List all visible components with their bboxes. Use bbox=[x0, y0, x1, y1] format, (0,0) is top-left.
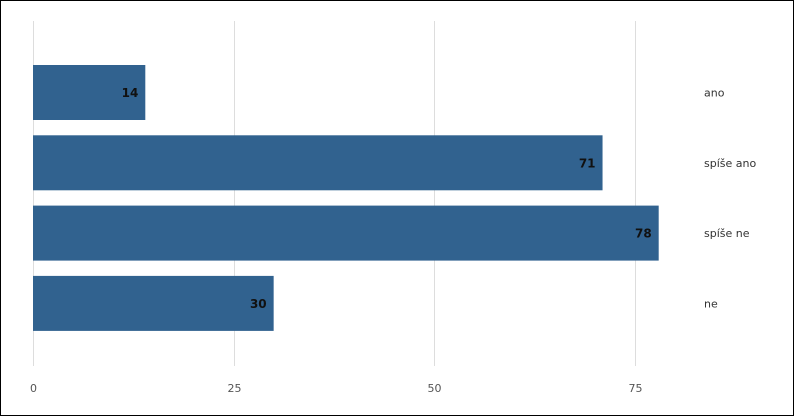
x-tick-label: 25 bbox=[228, 382, 242, 395]
bar-0 bbox=[33, 65, 146, 120]
category-label: ne bbox=[704, 297, 718, 310]
category-label: spíše ne bbox=[704, 227, 750, 240]
category-labels: ano spíše ano spíše ne ne bbox=[704, 87, 756, 311]
bar-1 bbox=[33, 135, 603, 191]
category-label: spíše ano bbox=[704, 157, 756, 170]
bars bbox=[33, 65, 659, 331]
x-tick-label: 75 bbox=[629, 382, 643, 395]
bar-2 bbox=[33, 205, 659, 261]
data-label: 14 bbox=[122, 86, 139, 100]
data-label: 71 bbox=[579, 156, 596, 170]
x-tick-label: 0 bbox=[30, 382, 37, 395]
x-tick-label: 50 bbox=[428, 382, 442, 395]
category-label: ano bbox=[704, 87, 725, 100]
bar-3 bbox=[33, 275, 274, 331]
data-labels: 14 71 78 30 bbox=[122, 86, 652, 311]
x-axis-ticks: 0 25 50 75 bbox=[30, 382, 643, 395]
data-label: 78 bbox=[635, 227, 652, 241]
data-label: 30 bbox=[250, 297, 267, 311]
